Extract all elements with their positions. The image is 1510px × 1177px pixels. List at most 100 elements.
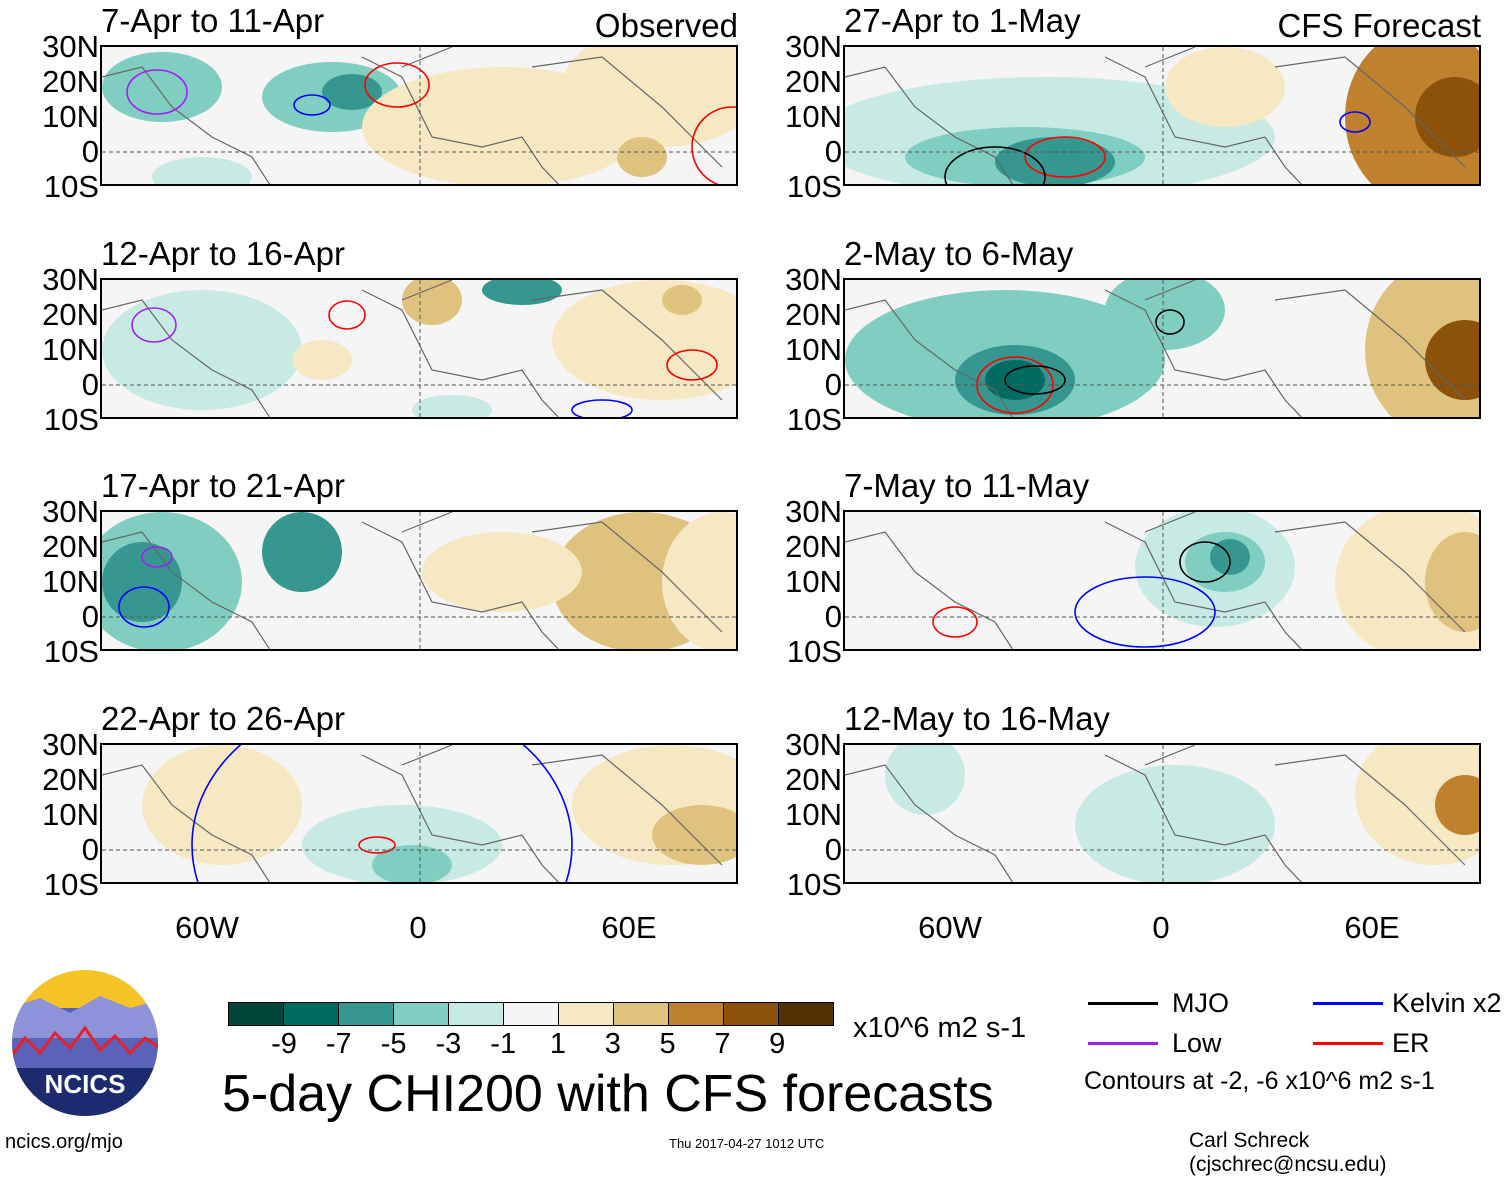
shading-region: [1435, 775, 1479, 835]
shading-region: [1415, 77, 1479, 157]
lat-tick-label: 20N: [785, 64, 842, 99]
lat-tick-label: 10S: [786, 867, 842, 902]
wave-contour: [191, 745, 573, 882]
coastline: [102, 280, 723, 417]
lat-tick-label: 10N: [785, 564, 842, 599]
coastline: [845, 745, 1466, 882]
colorbar-swatch: [394, 1003, 449, 1025]
lat-tick-label: 10N: [42, 564, 99, 599]
lat-tick-label: 0: [824, 367, 842, 402]
wave-contour: [1024, 136, 1106, 178]
lat-tick-label: 20N: [42, 297, 99, 332]
shading-region: [412, 395, 492, 417]
lon-tick-label: 60E: [601, 910, 657, 945]
lat-tick-label: 20N: [42, 64, 99, 99]
url-link[interactable]: ncics.org/mjo: [5, 1131, 123, 1153]
colorbar-swatch: [229, 1003, 284, 1025]
colorbar-swatch: [449, 1003, 504, 1025]
legend-label-er: ER: [1392, 1028, 1430, 1058]
colorbar-label: 3: [604, 1028, 621, 1060]
legend-note: Contours at -2, -6 x10^6 m2 s-1: [1084, 1067, 1435, 1095]
shading-region: [562, 47, 736, 147]
panel-title: 22-Apr to 26-Apr: [101, 700, 345, 737]
shading-region: [662, 512, 736, 649]
wave-contour: [126, 69, 188, 115]
shading-region: [422, 532, 582, 612]
lon-tick-label: 60W: [918, 910, 982, 945]
wave-contour: [1179, 541, 1231, 583]
panel-title: 27-Apr to 1-May: [844, 2, 1081, 39]
coastline: [845, 47, 1466, 184]
wave-contour: [364, 62, 430, 108]
panel-title: 7-May to 11-May: [844, 467, 1090, 504]
wave-contour: [1155, 309, 1185, 335]
panel-label: Observed: [594, 7, 738, 44]
shading-region: [1425, 320, 1479, 400]
lat-tick-label: 30N: [785, 494, 842, 529]
wave-contour: [118, 586, 170, 628]
lat-tick-label: 30N: [785, 29, 842, 64]
lat-tick-label: 30N: [42, 262, 99, 297]
shading-region: [102, 52, 222, 122]
shading-region: [995, 137, 1115, 184]
colorbar: [228, 1002, 834, 1026]
map-panel: [843, 510, 1481, 651]
timestamp: Thu 2017-04-27 1012 UTC: [669, 1136, 825, 1151]
wave-contour: [141, 546, 173, 568]
lat-tick-label: 30N: [785, 262, 842, 297]
logo-text: NCICS: [45, 1069, 126, 1099]
map-panel: [843, 743, 1481, 884]
shading-region: [652, 805, 736, 865]
coastline: [102, 47, 723, 184]
wave-contour: [328, 300, 366, 330]
wave-contour: [944, 146, 1046, 184]
lat-tick-label: 10S: [786, 402, 842, 437]
lat-tick-label: 10N: [42, 332, 99, 367]
coastline: [845, 280, 1466, 417]
colorbar-label: -1: [490, 1028, 517, 1060]
map-panel: [100, 45, 738, 186]
lon-tick-label: 0: [409, 910, 427, 945]
colorbar-label: -9: [271, 1028, 297, 1060]
wave-contour: [293, 94, 331, 116]
lat-tick-label: 20N: [42, 762, 99, 797]
lat-tick-label: 0: [824, 832, 842, 867]
coastline: [845, 512, 1466, 649]
lat-tick-label: 10N: [785, 797, 842, 832]
colorbar-label: -5: [380, 1028, 407, 1060]
shading-region: [482, 280, 562, 305]
colorbar-swatch: [504, 1003, 559, 1025]
shading-region: [1075, 765, 1275, 882]
shading-region: [152, 157, 252, 184]
map-panel: [100, 743, 738, 884]
shading-region: [262, 512, 342, 592]
lat-tick-label: 10N: [785, 332, 842, 367]
lat-tick-label: 0: [81, 599, 99, 634]
colorbar-label: 7: [714, 1028, 731, 1060]
colorbar-label: 9: [769, 1028, 786, 1060]
lon-tick-label: 60E: [1344, 910, 1400, 945]
wave-contour: [1004, 365, 1066, 395]
lat-tick-label: 10S: [43, 169, 99, 204]
shading-region: [617, 137, 667, 177]
lat-tick-label: 30N: [42, 727, 99, 762]
map-panel: [843, 278, 1481, 419]
legend-label-kelvin: Kelvin x2: [1392, 988, 1502, 1018]
panel-title: 7-Apr to 11-Apr: [101, 2, 325, 39]
lat-tick-label: 10S: [43, 402, 99, 437]
lon-tick-label: 0: [1152, 910, 1170, 945]
legend-line-mjo: [1088, 1002, 1158, 1005]
colorbar-swatch: [669, 1003, 724, 1025]
shading-region: [552, 280, 736, 400]
colorbar-label: -7: [325, 1028, 352, 1060]
colorbar-label: 1: [549, 1028, 567, 1060]
panel-title: 12-Apr to 16-Apr: [101, 235, 345, 272]
lat-tick-label: 0: [81, 367, 99, 402]
figure-title: 5-day CHI200 with CFS forecasts: [222, 1065, 994, 1123]
panel-label: CFS Forecast: [1277, 7, 1481, 44]
wave-contour: [131, 307, 177, 343]
map-panel: [843, 45, 1481, 186]
shading-region: [402, 280, 462, 325]
legend-label-mjo: MJO: [1172, 988, 1229, 1018]
